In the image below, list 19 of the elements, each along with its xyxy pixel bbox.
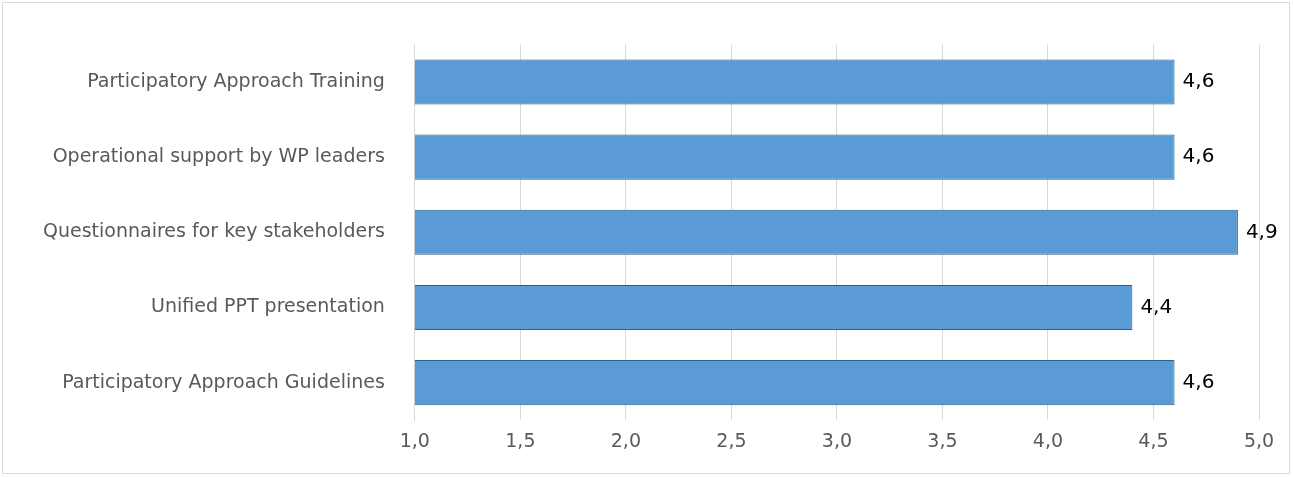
y-tick-label: Participatory Approach Guidelines xyxy=(62,369,385,392)
data-label: 4,4 xyxy=(1140,293,1173,318)
y-tick-label: Operational support by WP leaders xyxy=(52,144,385,167)
data-label: 4,6 xyxy=(1182,368,1215,393)
data-label: 4,9 xyxy=(1245,218,1278,243)
x-tick-label: 4,0 xyxy=(1032,428,1064,451)
x-tick-label: 5,0 xyxy=(1243,428,1275,451)
x-tick-label: 1,5 xyxy=(505,428,536,451)
y-tick-label: Questionnaires for key stakeholders xyxy=(43,219,385,242)
y-tick-label: Unified PPT presentation xyxy=(151,294,385,317)
x-tick-label: 2,0 xyxy=(610,428,641,451)
data-label: 4,6 xyxy=(1182,143,1215,168)
x-tick-label: 4,5 xyxy=(1138,428,1169,451)
x-tick-label: 2,5 xyxy=(716,428,747,451)
x-tick-label: 3,0 xyxy=(821,428,853,451)
data-label: 4,6 xyxy=(1182,68,1215,93)
x-tick-label: 3,5 xyxy=(927,428,958,451)
x-tick-label: 1,0 xyxy=(399,428,430,451)
y-tick-label: Participatory Approach Training xyxy=(87,68,385,91)
